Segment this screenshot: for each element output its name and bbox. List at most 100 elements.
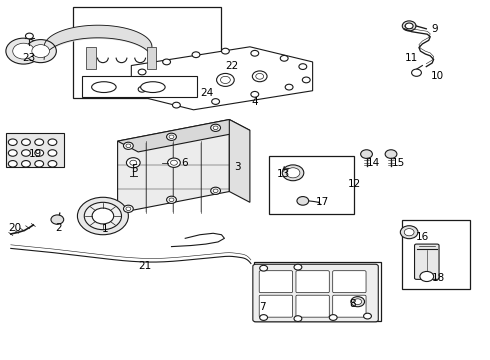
- Text: 8: 8: [349, 299, 356, 309]
- Circle shape: [297, 197, 309, 205]
- Circle shape: [294, 264, 302, 270]
- FancyBboxPatch shape: [253, 264, 378, 322]
- FancyBboxPatch shape: [333, 271, 366, 293]
- Bar: [269, 156, 354, 214]
- FancyBboxPatch shape: [415, 244, 439, 279]
- Text: 18: 18: [432, 273, 445, 283]
- Polygon shape: [147, 47, 156, 69]
- Polygon shape: [131, 47, 313, 110]
- Polygon shape: [118, 120, 250, 152]
- Circle shape: [361, 150, 372, 158]
- Circle shape: [84, 202, 122, 230]
- Circle shape: [221, 48, 229, 54]
- Circle shape: [25, 33, 33, 39]
- Circle shape: [385, 150, 397, 158]
- Circle shape: [213, 126, 218, 130]
- Text: 9: 9: [431, 24, 438, 34]
- Circle shape: [32, 45, 49, 58]
- Circle shape: [260, 265, 268, 271]
- Circle shape: [48, 161, 57, 167]
- FancyBboxPatch shape: [13, 44, 50, 59]
- Circle shape: [405, 23, 413, 29]
- Circle shape: [404, 229, 414, 236]
- Circle shape: [286, 168, 300, 178]
- Ellipse shape: [141, 82, 165, 93]
- Circle shape: [299, 64, 307, 69]
- Text: 4: 4: [251, 96, 258, 107]
- Bar: [402, 220, 470, 289]
- FancyBboxPatch shape: [259, 271, 293, 293]
- Circle shape: [256, 73, 264, 79]
- Circle shape: [402, 21, 416, 31]
- Circle shape: [171, 160, 177, 165]
- Circle shape: [35, 150, 44, 156]
- Text: 19: 19: [28, 149, 42, 159]
- Circle shape: [35, 161, 44, 167]
- Circle shape: [192, 52, 200, 58]
- Circle shape: [400, 226, 418, 239]
- Circle shape: [123, 142, 133, 149]
- Circle shape: [138, 69, 146, 75]
- Circle shape: [169, 198, 174, 202]
- Circle shape: [126, 207, 131, 211]
- FancyBboxPatch shape: [6, 133, 64, 167]
- Circle shape: [130, 160, 137, 165]
- Polygon shape: [86, 47, 96, 69]
- Circle shape: [212, 99, 220, 104]
- Circle shape: [211, 187, 220, 194]
- Bar: [73, 7, 221, 98]
- Text: 16: 16: [416, 232, 429, 242]
- Circle shape: [412, 69, 421, 76]
- Circle shape: [302, 77, 310, 83]
- Circle shape: [172, 102, 180, 108]
- Text: 15: 15: [392, 158, 405, 168]
- Circle shape: [138, 86, 146, 92]
- Circle shape: [8, 150, 17, 156]
- Text: 17: 17: [316, 197, 329, 207]
- Circle shape: [220, 76, 230, 84]
- Circle shape: [211, 124, 220, 131]
- FancyBboxPatch shape: [296, 295, 329, 317]
- Circle shape: [420, 271, 434, 282]
- Circle shape: [35, 139, 44, 145]
- Circle shape: [48, 139, 57, 145]
- Text: 7: 7: [259, 302, 266, 312]
- Text: 23: 23: [22, 53, 35, 63]
- Bar: [254, 262, 381, 321]
- Text: 3: 3: [234, 162, 241, 172]
- Circle shape: [251, 91, 259, 97]
- Circle shape: [126, 144, 131, 148]
- Text: 13: 13: [276, 168, 290, 179]
- Circle shape: [51, 215, 64, 224]
- Bar: [82, 76, 197, 97]
- Circle shape: [285, 84, 293, 90]
- Text: 20: 20: [8, 222, 21, 233]
- Circle shape: [13, 43, 34, 59]
- Text: 14: 14: [367, 158, 380, 168]
- Circle shape: [92, 208, 114, 224]
- Text: 21: 21: [138, 261, 151, 271]
- Ellipse shape: [92, 82, 116, 93]
- Text: 10: 10: [431, 71, 444, 81]
- Circle shape: [123, 205, 133, 212]
- Circle shape: [260, 315, 268, 320]
- Circle shape: [8, 161, 17, 167]
- Text: 11: 11: [405, 53, 418, 63]
- Polygon shape: [118, 120, 229, 213]
- Circle shape: [329, 315, 337, 320]
- Circle shape: [169, 135, 174, 139]
- Circle shape: [282, 165, 304, 181]
- Circle shape: [280, 55, 288, 61]
- Circle shape: [213, 189, 218, 193]
- Circle shape: [217, 73, 234, 86]
- Circle shape: [167, 133, 176, 140]
- Circle shape: [251, 50, 259, 56]
- Text: 22: 22: [225, 60, 239, 71]
- Circle shape: [294, 316, 302, 321]
- Circle shape: [22, 150, 30, 156]
- Circle shape: [167, 196, 176, 203]
- Text: 2: 2: [55, 222, 62, 233]
- Circle shape: [354, 299, 362, 305]
- FancyBboxPatch shape: [296, 271, 329, 293]
- Circle shape: [77, 197, 128, 235]
